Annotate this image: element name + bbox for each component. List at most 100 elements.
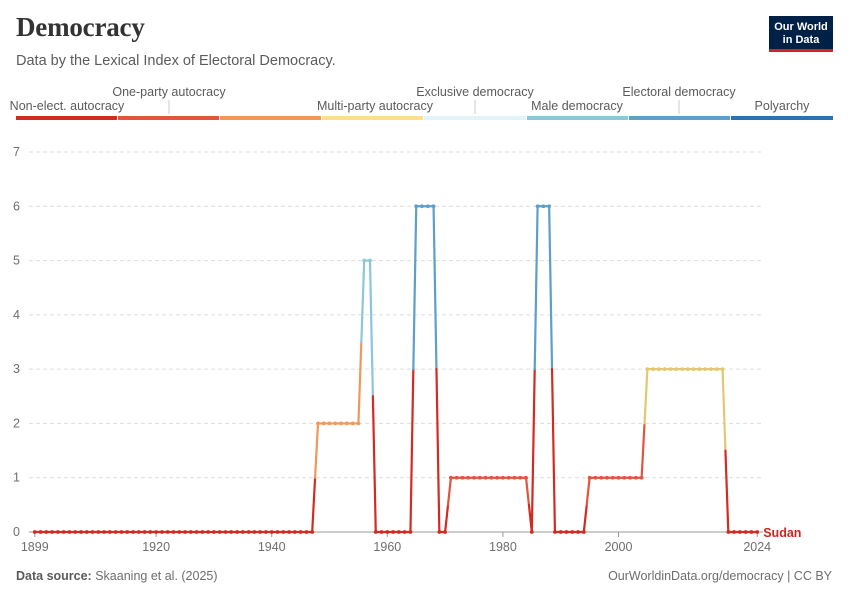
- data-point[interactable]: [113, 530, 118, 534]
- data-point[interactable]: [298, 530, 303, 534]
- data-point[interactable]: [316, 421, 320, 426]
- data-point[interactable]: [385, 530, 390, 534]
- data-point[interactable]: [420, 204, 424, 209]
- data-point[interactable]: [657, 367, 661, 372]
- data-point[interactable]: [165, 530, 170, 534]
- data-point[interactable]: [483, 475, 488, 480]
- data-point[interactable]: [304, 530, 309, 534]
- data-point[interactable]: [229, 530, 234, 534]
- data-point[interactable]: [709, 367, 713, 372]
- data-point[interactable]: [183, 530, 187, 534]
- series-label-sudan[interactable]: Sudan: [763, 526, 801, 540]
- data-point[interactable]: [96, 530, 101, 534]
- data-point[interactable]: [547, 204, 552, 209]
- data-point[interactable]: [408, 530, 413, 534]
- data-point[interactable]: [449, 475, 453, 480]
- legend-label[interactable]: One-party autocracy: [112, 85, 226, 99]
- data-point[interactable]: [651, 367, 656, 372]
- data-point[interactable]: [732, 530, 737, 534]
- data-point[interactable]: [125, 530, 130, 534]
- data-point[interactable]: [131, 530, 135, 534]
- data-point[interactable]: [697, 367, 702, 372]
- data-point[interactable]: [581, 530, 586, 534]
- data-source-value[interactable]: Skaaning et al. (2025): [95, 569, 218, 583]
- data-point[interactable]: [391, 530, 396, 534]
- data-point[interactable]: [622, 475, 627, 480]
- data-point[interactable]: [356, 421, 361, 426]
- data-point[interactable]: [90, 530, 95, 534]
- data-point[interactable]: [55, 530, 60, 534]
- data-point[interactable]: [443, 530, 448, 534]
- data-point[interactable]: [668, 367, 673, 372]
- data-point[interactable]: [524, 475, 528, 480]
- data-point[interactable]: [44, 530, 49, 534]
- data-point[interactable]: [685, 367, 690, 372]
- data-point[interactable]: [541, 204, 546, 209]
- data-point[interactable]: [235, 530, 239, 534]
- data-point[interactable]: [437, 530, 442, 534]
- data-point[interactable]: [50, 530, 55, 534]
- data-point[interactable]: [32, 530, 37, 534]
- legend-label[interactable]: Exclusive democracy: [416, 85, 534, 99]
- data-point[interactable]: [454, 475, 459, 480]
- data-point[interactable]: [460, 475, 465, 480]
- data-point[interactable]: [264, 530, 268, 534]
- data-point[interactable]: [610, 475, 615, 480]
- data-point[interactable]: [680, 367, 684, 372]
- data-point[interactable]: [749, 530, 754, 534]
- data-point[interactable]: [605, 475, 609, 480]
- data-point[interactable]: [217, 530, 222, 534]
- data-point[interactable]: [501, 475, 505, 480]
- legend-label[interactable]: Polyarchy: [755, 99, 811, 113]
- data-point[interactable]: [339, 421, 343, 426]
- data-point[interactable]: [518, 475, 523, 480]
- legend-label[interactable]: Non-elect. autocracy: [10, 99, 125, 113]
- footer-link[interactable]: OurWorldinData.org/democracy | CC BY: [608, 569, 832, 583]
- data-point[interactable]: [281, 530, 286, 534]
- data-point[interactable]: [703, 367, 708, 372]
- data-point[interactable]: [84, 530, 89, 534]
- data-point[interactable]: [373, 530, 378, 534]
- data-point[interactable]: [321, 421, 326, 426]
- owid-logo[interactable]: Our World in Data: [769, 16, 833, 52]
- data-point[interactable]: [275, 530, 280, 534]
- data-point[interactable]: [362, 258, 367, 263]
- data-point[interactable]: [616, 475, 621, 480]
- data-point[interactable]: [414, 204, 419, 209]
- data-point[interactable]: [171, 530, 176, 534]
- data-point[interactable]: [108, 530, 112, 534]
- data-point[interactable]: [212, 530, 216, 534]
- data-point[interactable]: [599, 475, 604, 480]
- data-point[interactable]: [489, 475, 494, 480]
- data-point[interactable]: [350, 421, 355, 426]
- data-point[interactable]: [200, 530, 205, 534]
- data-point[interactable]: [310, 530, 315, 534]
- data-point[interactable]: [73, 530, 78, 534]
- data-point[interactable]: [743, 530, 748, 534]
- data-point[interactable]: [535, 204, 540, 209]
- data-point[interactable]: [67, 530, 72, 534]
- data-point[interactable]: [327, 421, 332, 426]
- data-point[interactable]: [252, 530, 257, 534]
- data-point[interactable]: [477, 475, 482, 480]
- data-point[interactable]: [61, 530, 66, 534]
- data-point[interactable]: [333, 421, 338, 426]
- data-point[interactable]: [576, 530, 580, 534]
- data-point[interactable]: [472, 475, 476, 480]
- data-point[interactable]: [240, 530, 245, 534]
- data-point[interactable]: [495, 475, 500, 480]
- data-point[interactable]: [246, 530, 251, 534]
- data-point[interactable]: [691, 367, 696, 372]
- data-point[interactable]: [558, 530, 563, 534]
- data-point[interactable]: [292, 530, 297, 534]
- data-point[interactable]: [223, 530, 228, 534]
- data-point[interactable]: [379, 530, 384, 534]
- legend-label[interactable]: Electoral democracy: [622, 85, 736, 99]
- legend-label[interactable]: Male democracy: [531, 99, 623, 113]
- data-point[interactable]: [188, 530, 193, 534]
- data-point[interactable]: [396, 530, 401, 534]
- data-point[interactable]: [645, 367, 650, 372]
- data-point[interactable]: [344, 421, 349, 426]
- data-point[interactable]: [674, 367, 679, 372]
- data-point[interactable]: [726, 530, 731, 534]
